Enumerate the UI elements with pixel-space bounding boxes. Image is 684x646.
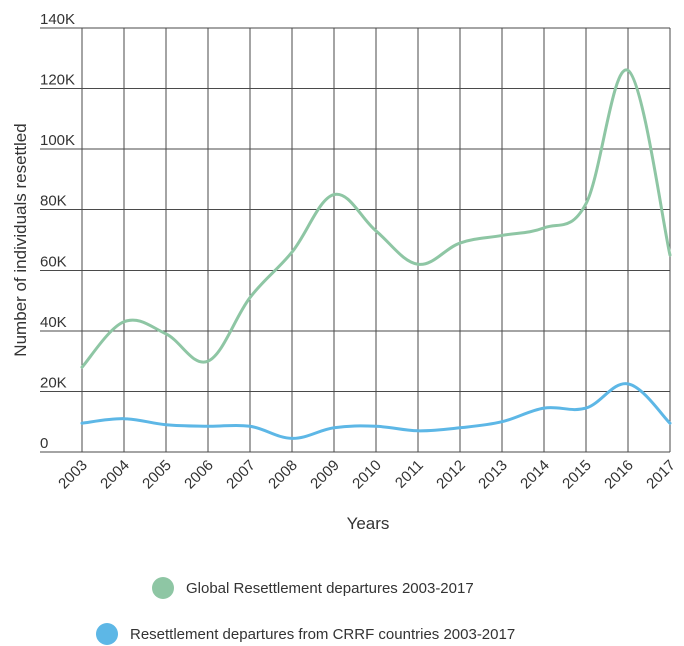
x-tick-label: 2003 [55, 457, 91, 493]
legend: Global Resettlement departures 2003-2017… [96, 577, 515, 645]
y-tick-label: 140K [40, 11, 75, 28]
y-tick-label: 40K [40, 314, 67, 331]
x-tick-label: 2011 [392, 457, 427, 492]
legend-marker-2 [96, 623, 118, 645]
x-tick-label: 2013 [475, 457, 511, 493]
y-axis-ticks: 0 20K 40K 60K 80K 100K 120K 140K [40, 11, 75, 452]
x-tick-label: 2010 [349, 457, 385, 493]
x-tick-label: 2006 [181, 457, 217, 493]
x-tick-label: 2015 [559, 457, 595, 493]
y-tick-label: 100K [40, 132, 75, 149]
legend-marker-1 [152, 577, 174, 599]
series-line-2 [80, 382, 672, 440]
x-tick-label: 2005 [139, 457, 175, 493]
grid [40, 27, 671, 453]
x-tick-label: 2017 [643, 457, 679, 493]
y-tick-label: 60K [40, 253, 67, 270]
x-axis-ticks: 2003 2004 2005 2006 2007 2008 2009 2010 2011 2012… [55, 457, 679, 493]
x-tick-label: 2008 [265, 457, 301, 493]
x-tick-label: 2014 [517, 457, 553, 493]
x-tick-label: 2016 [601, 457, 637, 493]
y-tick-label: 0 [40, 435, 48, 452]
y-axis-title: Number of individuals resettled [11, 123, 30, 356]
y-tick-label: 120K [40, 72, 75, 89]
series-line-1 [80, 68, 672, 369]
legend-label-1: Global Resettlement departures 2003-2017 [186, 580, 474, 597]
y-tick-label: 80K [40, 193, 67, 210]
x-tick-label: 2007 [223, 457, 259, 493]
x-tick-label: 2004 [97, 457, 133, 493]
series-lines [80, 68, 672, 440]
x-axis-title: Years [347, 514, 390, 533]
y-tick-label: 20K [40, 374, 67, 391]
x-tick-label: 2009 [307, 457, 343, 493]
legend-label-2: Resettlement departures from CRRF countr… [130, 626, 515, 643]
x-tick-label: 2012 [433, 457, 469, 493]
